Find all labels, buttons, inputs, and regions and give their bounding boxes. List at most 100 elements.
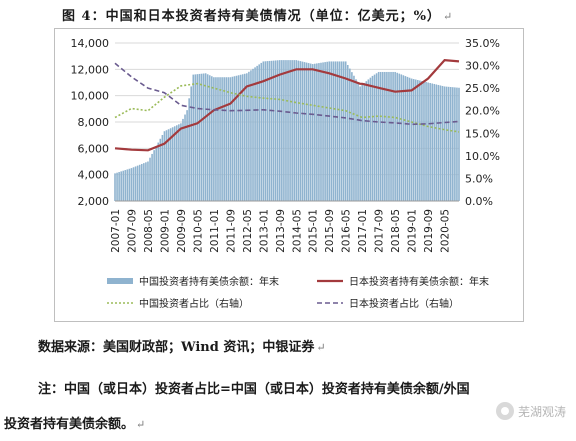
bar-china-holdings	[258, 64, 260, 201]
bar-china-holdings	[237, 75, 240, 201]
bar-china-holdings	[196, 74, 199, 201]
bar-china-holdings	[375, 73, 378, 201]
x-tick-label: 2010-05	[192, 209, 204, 253]
bar-china-holdings	[412, 79, 415, 201]
y-left-tick-label: 14,000	[71, 37, 110, 50]
bar-china-holdings	[188, 98, 190, 201]
bar-china-holdings	[365, 81, 368, 201]
bar-china-holdings	[421, 81, 423, 201]
note-line-2-text: 投资者持有美债余额。	[4, 417, 135, 432]
y-right-tick-label: 25.0%	[465, 82, 500, 95]
y-right-tick-label: 5.0%	[465, 172, 493, 185]
bar-china-holdings	[433, 83, 436, 201]
x-tick-label: 2009-09	[176, 209, 188, 253]
bar-china-holdings	[192, 74, 195, 201]
bar-china-holdings	[202, 73, 205, 201]
bar-china-holdings	[447, 86, 450, 201]
bar-china-holdings	[336, 61, 339, 201]
bar-china-holdings	[305, 62, 308, 201]
bar-china-holdings	[128, 168, 131, 201]
bar-china-holdings	[221, 77, 223, 201]
line-china-share	[114, 82, 460, 133]
bar-china-holdings	[316, 63, 318, 202]
bar-china-holdings	[388, 71, 390, 201]
bar-china-holdings	[122, 170, 125, 201]
y-left-tick-label: 8,000	[78, 116, 110, 129]
figure-title-text: 图 4：中国和日本投资者持有美债情况（单位：亿美元；%）	[62, 9, 441, 24]
x-tick-label: 2016-05	[341, 209, 353, 253]
bar-china-holdings	[116, 172, 118, 201]
bar-china-holdings	[149, 157, 151, 201]
bar-china-holdings	[159, 138, 162, 201]
bar-china-holdings	[276, 60, 279, 201]
bar-china-holdings	[266, 61, 269, 201]
bar-china-holdings	[264, 61, 267, 201]
watermark-text: 芜湖观涛	[517, 404, 566, 419]
x-tick-label: 2018-05	[390, 209, 402, 253]
bar-china-holdings	[293, 60, 296, 201]
legend-label: 中国投资者持有美债余额：年末	[139, 275, 279, 288]
bar-china-holdings	[114, 173, 116, 201]
bar-china-holdings	[371, 75, 374, 201]
bar-china-holdings	[219, 77, 221, 201]
bar-china-holdings	[270, 60, 273, 202]
x-tick-label: 2013-01	[258, 209, 270, 253]
bar-china-holdings	[452, 87, 454, 201]
bar-china-holdings	[182, 118, 184, 201]
bar-china-holdings	[458, 87, 460, 201]
bar-china-holdings	[204, 73, 207, 201]
bar-china-holdings	[274, 60, 277, 201]
bar-china-holdings	[287, 60, 289, 201]
bar-china-holdings	[340, 61, 343, 201]
bar-china-holdings	[118, 172, 120, 201]
x-tick-label: 2019-01	[407, 209, 419, 253]
legend-swatch-china-holdings	[107, 278, 133, 284]
bar-china-holdings	[120, 171, 122, 201]
bar-china-holdings	[309, 63, 312, 201]
bar-china-holdings	[361, 84, 363, 201]
x-tick-label: 2013-09	[275, 209, 287, 253]
bar-china-holdings	[363, 82, 366, 201]
bar-china-holdings	[153, 150, 155, 201]
bar-china-holdings	[392, 71, 394, 201]
bar-china-holdings	[314, 63, 316, 201]
bar-china-holdings	[328, 61, 331, 201]
bar-china-holdings	[386, 71, 388, 201]
x-tick-label: 2008-05	[143, 209, 155, 253]
bar-china-holdings	[289, 60, 291, 201]
line-japan-holdings	[114, 58, 460, 152]
x-tick-label: 2019-09	[423, 209, 435, 253]
bar-china-holdings	[373, 74, 376, 201]
bar-china-holdings	[330, 61, 333, 201]
bar-china-holdings	[260, 62, 263, 202]
bar-china-holdings	[301, 61, 304, 201]
bar-china-holdings	[357, 82, 359, 201]
bar-china-holdings	[211, 76, 213, 201]
bar-china-holdings	[171, 127, 174, 201]
bar-china-holdings	[410, 78, 413, 201]
bar-china-holdings	[425, 82, 427, 201]
x-tick-label: 2017-01	[357, 209, 369, 253]
bar-china-holdings	[147, 161, 149, 201]
bar-china-holdings	[155, 146, 157, 201]
bar-china-holdings	[262, 61, 265, 201]
bar-china-holdings	[175, 125, 178, 201]
bar-china-holdings	[369, 77, 372, 201]
bar-china-holdings	[252, 68, 254, 201]
bar-china-holdings	[390, 71, 392, 201]
bar-china-holdings	[311, 64, 314, 201]
y-left-tick-label: 12,000	[71, 63, 110, 76]
bar-china-holdings	[324, 62, 326, 201]
bar-china-holdings	[285, 60, 287, 201]
bar-china-holdings	[419, 80, 421, 201]
bar-china-holdings	[417, 80, 419, 201]
line-japan-share	[114, 62, 460, 126]
bar-china-holdings	[178, 124, 180, 201]
bar-china-holdings	[180, 123, 182, 201]
x-tick-label: 2020-05	[440, 209, 452, 253]
bar-china-holdings	[349, 68, 351, 201]
bar-china-holdings	[206, 74, 209, 201]
bar-china-holdings	[225, 77, 228, 201]
chart-svg: 2,000 4,000 6,000 8,000 10,000 12,000 14,000 0.…	[71, 37, 500, 310]
bar-china-holdings	[353, 75, 355, 201]
